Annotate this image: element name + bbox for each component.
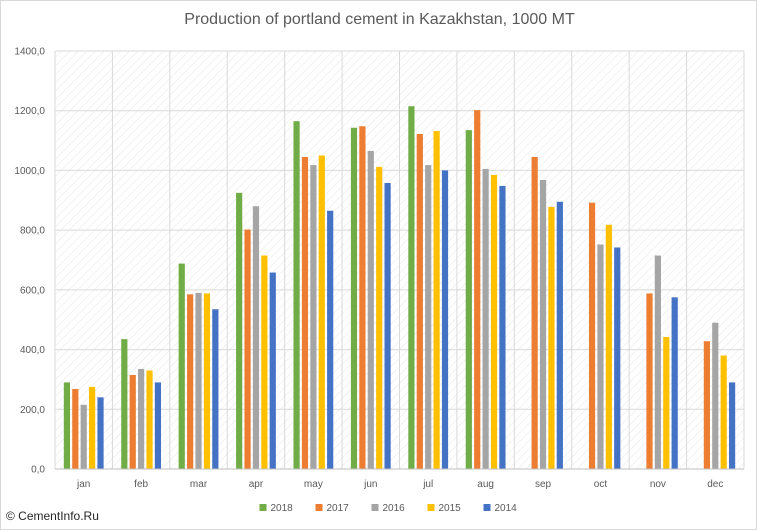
bar-2015-aug (490, 174, 498, 469)
bar-2017-sep (531, 156, 538, 469)
x-tick-label: jun (363, 479, 377, 490)
bar-2017-jun (359, 126, 366, 470)
legend-swatch-2015 (427, 504, 435, 511)
bar-2016-sep (539, 179, 547, 470)
bar-2015-jan (89, 386, 96, 469)
legend-label-2018: 2018 (271, 503, 294, 514)
legend-label-2014: 2014 (495, 503, 518, 514)
bar-2017-may (301, 156, 309, 469)
bar-2015-jul (433, 131, 440, 469)
bar-2014-jan (97, 397, 104, 469)
bar-2017-feb (129, 374, 136, 469)
chart-title: Production of portland cement in Kazakhs… (184, 11, 575, 28)
x-tick-label: jan (76, 479, 90, 490)
bar-2016-may (310, 165, 317, 469)
x-tick-label: mar (190, 479, 208, 490)
bar-2017-jul (416, 134, 423, 469)
x-tick-label: aug (477, 479, 494, 490)
x-tick-label: may (304, 479, 323, 490)
bar-2015-apr (261, 255, 268, 469)
bar-2014-apr (269, 272, 276, 469)
bar-2014-jun (384, 182, 391, 469)
bar-2016-dec (712, 322, 719, 469)
bar-2014-nov (671, 297, 678, 469)
y-tick-label: 1400,0 (14, 47, 45, 58)
bar-2015-nov (663, 337, 670, 469)
x-tick-label: jul (422, 479, 433, 490)
bar-2017-apr (244, 229, 251, 469)
y-tick-label: 800,0 (20, 226, 45, 237)
bar-2016-oct (597, 244, 604, 469)
bar-2017-jan (72, 388, 79, 469)
bar-2015-may (318, 155, 325, 469)
y-tick-label: 400,0 (20, 345, 45, 356)
bar-2016-nov (654, 255, 661, 469)
bar-2014-oct (614, 247, 621, 469)
bar-2016-aug (482, 168, 489, 469)
legend-swatch-2016 (371, 504, 379, 511)
bar-2016-jan (80, 404, 87, 469)
bar-2017-aug (474, 110, 481, 470)
y-tick-label: 600,0 (20, 285, 45, 296)
bar-2018-apr (236, 192, 243, 470)
bar-2014-feb (154, 382, 162, 469)
bar-2015-jun (376, 166, 383, 470)
bar-2018-feb (121, 339, 128, 469)
bar-2016-apr (252, 206, 260, 469)
x-tick-label: oct (594, 479, 608, 490)
bar-2018-jun (350, 127, 358, 470)
x-tick-label: apr (249, 479, 264, 490)
x-tick-label: nov (650, 479, 666, 490)
bar-2016-jun (367, 151, 374, 469)
bar-2015-feb (146, 370, 153, 469)
y-tick-label: 1200,0 (14, 106, 45, 117)
bar-2017-nov (646, 293, 653, 469)
bar-2015-mar (203, 293, 211, 469)
bar-2017-oct (588, 202, 596, 469)
bar-2016-feb (138, 368, 145, 469)
bar-2016-mar (195, 292, 202, 469)
bar-2018-jan (63, 382, 71, 469)
bar-2016-jul (425, 165, 432, 469)
bar-2014-sep (556, 201, 563, 469)
bar-2015-sep (548, 206, 555, 469)
bar-2018-mar (178, 263, 185, 469)
bar-2017-mar (187, 294, 194, 469)
x-tick-label: dec (707, 479, 723, 490)
bar-2014-mar (212, 309, 219, 469)
legend-swatch-2017 (315, 504, 323, 511)
bar-2015-oct (605, 224, 612, 469)
y-tick-label: 1000,0 (14, 166, 45, 177)
bar-2018-aug (465, 130, 472, 469)
bar-2014-aug (499, 185, 506, 469)
x-tick-label: feb (134, 479, 148, 490)
bar-2014-may (327, 210, 334, 469)
legend-label-2016: 2016 (383, 503, 406, 514)
legend-swatch-2018 (259, 504, 267, 511)
bar-2018-jul (408, 106, 415, 469)
bar-2014-dec (728, 382, 736, 469)
y-tick-label: 200,0 (20, 405, 45, 416)
legend-label-2015: 2015 (439, 503, 462, 514)
legend-swatch-2014 (483, 504, 491, 511)
bar-2015-dec (720, 355, 727, 469)
watermark: © CementInfo.Ru (6, 509, 99, 523)
x-tick-label: sep (535, 479, 552, 490)
y-tick-label: 0,0 (31, 465, 45, 476)
bar-2014-jul (441, 170, 449, 469)
bar-2018-may (293, 121, 300, 470)
legend-label-2017: 2017 (327, 503, 350, 514)
bar-2017-dec (703, 341, 710, 469)
